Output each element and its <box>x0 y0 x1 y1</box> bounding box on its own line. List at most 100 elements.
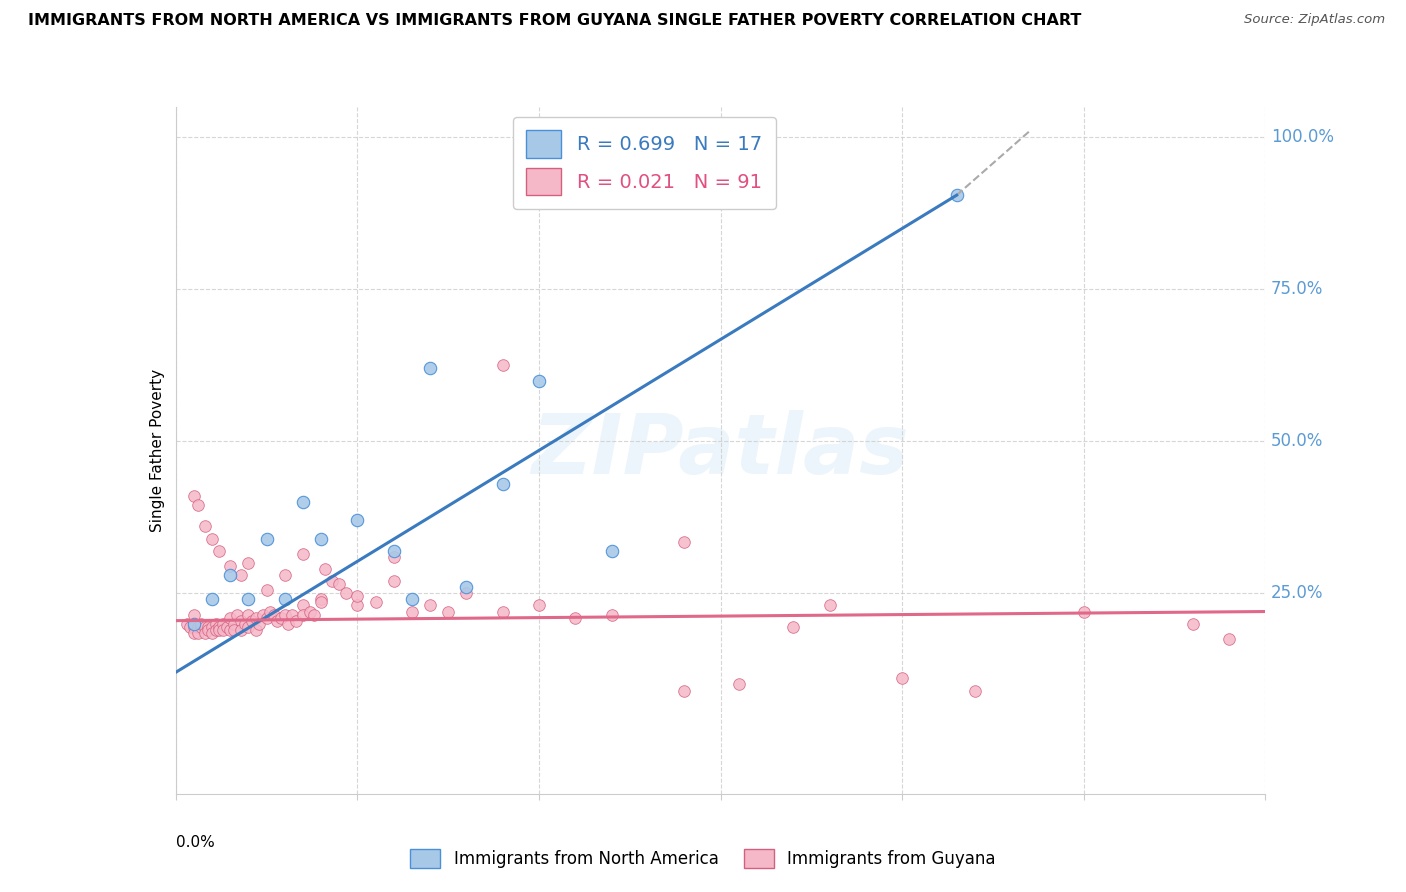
Point <box>201 625 224 640</box>
Point <box>238 607 260 622</box>
Legend: R = 0.699   N = 17, R = 0.021   N = 91: R = 0.699 N = 17, R = 0.021 N = 91 <box>513 117 776 209</box>
Point <box>600 543 623 558</box>
Point <box>208 623 231 637</box>
Point <box>183 620 205 634</box>
Point <box>252 607 274 622</box>
Point <box>219 568 242 582</box>
Point <box>963 683 986 698</box>
Point <box>346 513 368 527</box>
Point <box>186 620 209 634</box>
Point <box>194 519 217 533</box>
Point <box>891 672 914 686</box>
Point <box>291 495 314 509</box>
Point <box>194 620 217 634</box>
Point <box>291 547 314 561</box>
Point <box>197 623 219 637</box>
Point <box>346 599 368 613</box>
Text: Source: ZipAtlas.com: Source: ZipAtlas.com <box>1244 13 1385 27</box>
Point <box>456 580 478 594</box>
Point <box>231 568 253 582</box>
Point <box>492 476 515 491</box>
Point <box>281 607 304 622</box>
Point <box>231 623 253 637</box>
Point <box>274 592 297 607</box>
Point <box>190 620 212 634</box>
Point <box>186 625 209 640</box>
Point <box>183 607 205 622</box>
Point <box>179 620 201 634</box>
Point <box>208 543 231 558</box>
Point <box>219 558 242 573</box>
Point <box>256 583 278 598</box>
Point <box>527 374 550 388</box>
Text: 75.0%: 75.0% <box>1271 280 1323 299</box>
Point <box>382 549 405 564</box>
Point <box>321 574 343 589</box>
Point <box>346 590 368 604</box>
Point <box>256 532 278 546</box>
Point <box>401 592 423 607</box>
Text: 50.0%: 50.0% <box>1271 433 1323 450</box>
Point <box>274 607 297 622</box>
Point <box>259 605 281 619</box>
Point <box>419 599 441 613</box>
Point <box>201 592 224 607</box>
Point <box>309 592 332 607</box>
Point <box>382 574 405 589</box>
Point <box>302 607 325 622</box>
Point <box>212 616 235 631</box>
Y-axis label: Single Father Poverty: Single Father Poverty <box>149 369 165 532</box>
Point <box>401 605 423 619</box>
Point <box>527 599 550 613</box>
Point <box>222 616 245 631</box>
Text: 0.0%: 0.0% <box>176 835 215 850</box>
Point <box>328 577 350 591</box>
Point <box>1181 616 1204 631</box>
Point <box>600 607 623 622</box>
Point <box>456 586 478 600</box>
Point <box>208 620 231 634</box>
Point <box>215 620 238 634</box>
Text: ZIPatlas: ZIPatlas <box>531 410 910 491</box>
Point <box>263 607 285 622</box>
Point <box>201 532 224 546</box>
Text: 25.0%: 25.0% <box>1271 584 1323 602</box>
Point <box>197 620 219 634</box>
Point <box>314 562 336 576</box>
Point <box>238 556 260 570</box>
Point <box>291 607 314 622</box>
Point <box>782 620 804 634</box>
Point <box>277 616 299 631</box>
Point <box>212 623 235 637</box>
Point <box>382 543 405 558</box>
Point <box>299 605 322 619</box>
Point <box>673 683 696 698</box>
Point <box>226 607 249 622</box>
Point <box>419 361 441 376</box>
Point <box>1073 605 1095 619</box>
Point <box>266 614 288 628</box>
Text: IMMIGRANTS FROM NORTH AMERICA VS IMMIGRANTS FROM GUYANA SINGLE FATHER POVERTY CO: IMMIGRANTS FROM NORTH AMERICA VS IMMIGRA… <box>28 13 1081 29</box>
Point <box>231 614 253 628</box>
Point <box>245 623 267 637</box>
Point <box>247 616 270 631</box>
Point <box>233 616 256 631</box>
Point <box>186 498 209 512</box>
Point <box>437 605 460 619</box>
Point <box>309 532 332 546</box>
Point <box>727 677 749 691</box>
Point <box>309 595 332 609</box>
Point <box>219 623 242 637</box>
Text: 100.0%: 100.0% <box>1271 128 1334 146</box>
Point <box>204 616 226 631</box>
Point <box>240 614 263 628</box>
Point <box>176 616 198 631</box>
Point <box>364 595 387 609</box>
Point <box>194 625 217 640</box>
Point <box>190 616 212 631</box>
Point <box>238 592 260 607</box>
Point <box>284 614 307 628</box>
Point <box>1218 632 1240 646</box>
Point <box>201 620 224 634</box>
Point <box>673 534 696 549</box>
